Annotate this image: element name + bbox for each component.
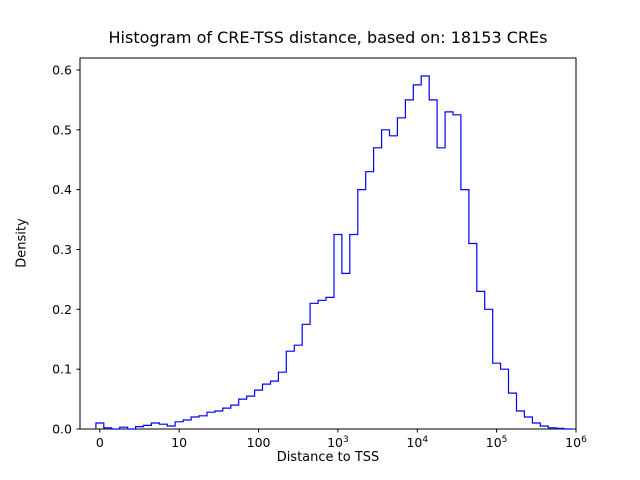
x-tick-label: 105 <box>486 435 508 450</box>
histogram-step-line <box>95 75 572 430</box>
x-tick-label: 10 <box>171 435 187 450</box>
chart-title: Histogram of CRE-TSS distance, based on:… <box>108 28 548 47</box>
y-tick-label: 0.1 <box>52 362 72 377</box>
x-tick-label: 103 <box>327 435 349 450</box>
x-tick-label: 104 <box>406 435 428 450</box>
y-tick-label: 0.4 <box>52 182 72 197</box>
y-tick-label: 0.2 <box>52 302 72 317</box>
x-tick-label: 106 <box>565 435 587 450</box>
y-tick-label: 0.0 <box>52 422 72 437</box>
axes-box <box>79 57 577 430</box>
x-tick-label: 0 <box>96 435 104 450</box>
x-axis-label: Distance to TSS <box>276 450 380 465</box>
y-tick-label: 0.6 <box>52 63 72 78</box>
x-tick-label: 100 <box>247 435 271 450</box>
y-tick-label: 0.3 <box>52 242 72 257</box>
y-tick-label: 0.5 <box>52 122 72 137</box>
